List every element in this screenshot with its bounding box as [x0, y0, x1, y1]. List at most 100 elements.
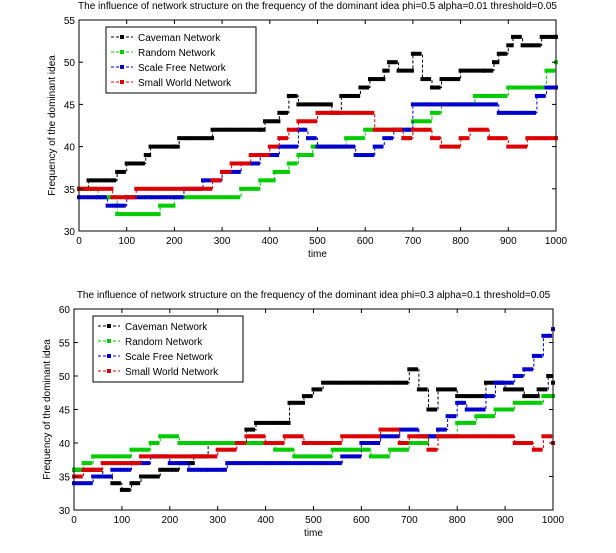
data-point — [459, 102, 464, 107]
data-point — [385, 427, 390, 432]
data-point — [270, 441, 275, 445]
data-point — [148, 144, 153, 149]
data-point — [372, 441, 377, 445]
data-point — [239, 186, 244, 191]
legend-label: Random Network — [125, 337, 203, 348]
data-point — [189, 186, 194, 191]
x-tick-label: 100 — [114, 515, 131, 526]
data-point — [353, 454, 358, 459]
data-point — [531, 400, 536, 405]
data-point — [449, 102, 454, 107]
data-point — [225, 447, 230, 452]
data-point — [429, 447, 434, 452]
data-point — [378, 434, 383, 439]
data-point — [280, 136, 285, 141]
data-point — [146, 461, 151, 466]
data-point — [367, 77, 372, 82]
data-point — [350, 434, 355, 439]
data-point — [110, 454, 115, 459]
legend: Caveman Network Random Network Scale Free … — [105, 26, 257, 94]
data-point — [516, 144, 521, 149]
data-point — [366, 441, 371, 445]
data-point — [107, 461, 112, 466]
data-point — [474, 434, 479, 439]
data-point — [424, 441, 429, 445]
data-point — [366, 434, 371, 439]
data-point — [185, 186, 190, 191]
data-point — [493, 434, 498, 439]
data-point — [378, 427, 383, 432]
data-point — [472, 93, 477, 98]
data-point — [166, 186, 171, 191]
data-point — [279, 420, 284, 425]
data-point — [292, 434, 297, 439]
data-point — [519, 374, 524, 378]
data-point — [433, 434, 438, 439]
data-point — [177, 461, 182, 466]
data-point — [350, 454, 355, 459]
data-point — [388, 447, 393, 452]
data-point — [551, 68, 556, 73]
data-point — [528, 110, 533, 115]
data-point — [356, 447, 361, 452]
data-point — [468, 407, 473, 412]
data-point — [313, 102, 318, 107]
data-point — [439, 427, 444, 432]
data-point — [475, 68, 480, 73]
data-point — [357, 434, 362, 439]
data-point — [206, 136, 211, 141]
data-point — [509, 110, 514, 115]
data-point — [337, 380, 342, 385]
data-point — [534, 85, 539, 90]
data-point — [397, 441, 402, 445]
data-point — [113, 454, 118, 459]
data-point — [382, 68, 387, 73]
data-point — [152, 454, 157, 459]
data-point — [204, 195, 209, 200]
data-point — [217, 178, 222, 183]
data-point — [455, 400, 460, 405]
data-point — [491, 60, 496, 65]
data-point — [458, 420, 463, 425]
data-point — [506, 85, 511, 90]
data-point — [327, 441, 332, 445]
data-point — [378, 380, 383, 385]
data-point — [544, 85, 549, 90]
data-point — [353, 153, 358, 158]
data-point — [332, 110, 337, 115]
y-tick-label: 40 — [64, 143, 76, 154]
data-point — [481, 407, 486, 412]
data-point — [201, 195, 206, 200]
data-point — [204, 178, 209, 183]
data-point — [368, 454, 373, 459]
data-point — [427, 119, 432, 124]
data-point — [519, 110, 524, 115]
data-point — [519, 144, 524, 149]
data-point — [237, 127, 242, 132]
data-point — [311, 461, 316, 466]
data-point — [430, 434, 435, 439]
data-point — [427, 127, 432, 132]
data-point — [255, 186, 260, 191]
data-point — [478, 68, 483, 73]
data-point — [226, 169, 231, 174]
data-point — [156, 186, 161, 191]
data-point — [233, 169, 238, 174]
y-tick-label: 50 — [59, 372, 71, 383]
data-point — [201, 178, 206, 183]
data-point — [133, 461, 138, 466]
data-point — [474, 102, 479, 107]
data-point — [153, 212, 158, 217]
data-point — [266, 461, 271, 466]
data-point — [150, 195, 155, 200]
data-point — [286, 161, 291, 166]
legend-label: Random Network — [138, 48, 216, 59]
data-point — [284, 110, 289, 115]
data-point — [124, 195, 129, 200]
data-point — [548, 394, 553, 399]
data-point — [308, 461, 313, 466]
data-point — [420, 127, 425, 132]
data-point — [360, 110, 365, 115]
data-point — [134, 212, 139, 217]
data-point — [391, 127, 396, 132]
